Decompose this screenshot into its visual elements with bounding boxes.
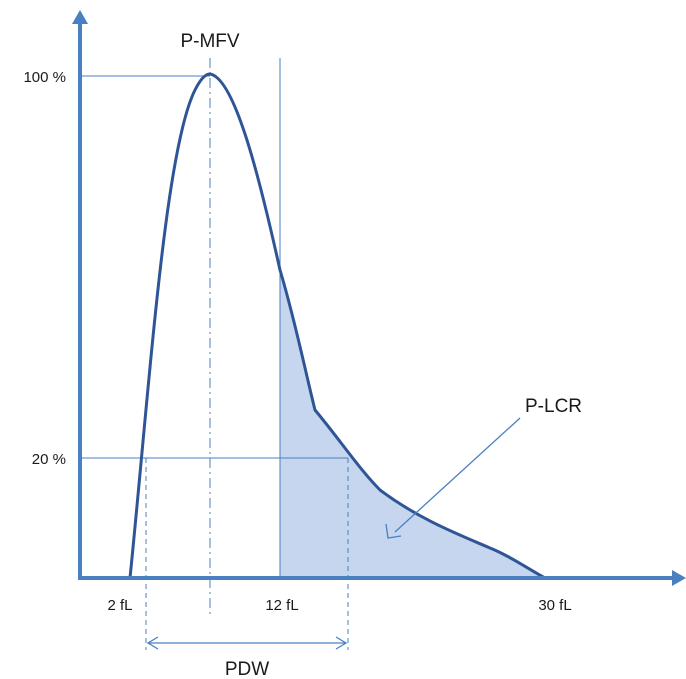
guide-lines <box>80 58 349 650</box>
pdw-arrow <box>146 636 348 650</box>
pdw-label: PDW <box>225 659 269 679</box>
axes <box>72 10 686 586</box>
y-tick-100: 100 % <box>23 69 66 86</box>
y-axis-arrowhead <box>72 10 88 24</box>
p-mfv-label: P-MFV <box>180 31 239 52</box>
x-tick-30fl: 30 fL <box>538 597 571 614</box>
x-tick-2fl: 2 fL <box>107 597 132 614</box>
p-lcr-pointer <box>385 417 521 539</box>
x-tick-12fl: 12 fL <box>265 597 298 614</box>
y-tick-20: 20 % <box>32 451 66 468</box>
p-lcr-label: P-LCR <box>525 396 582 417</box>
p-lcr-area <box>280 270 545 578</box>
distribution-curve <box>128 72 546 580</box>
x-axis-arrowhead <box>672 570 686 586</box>
